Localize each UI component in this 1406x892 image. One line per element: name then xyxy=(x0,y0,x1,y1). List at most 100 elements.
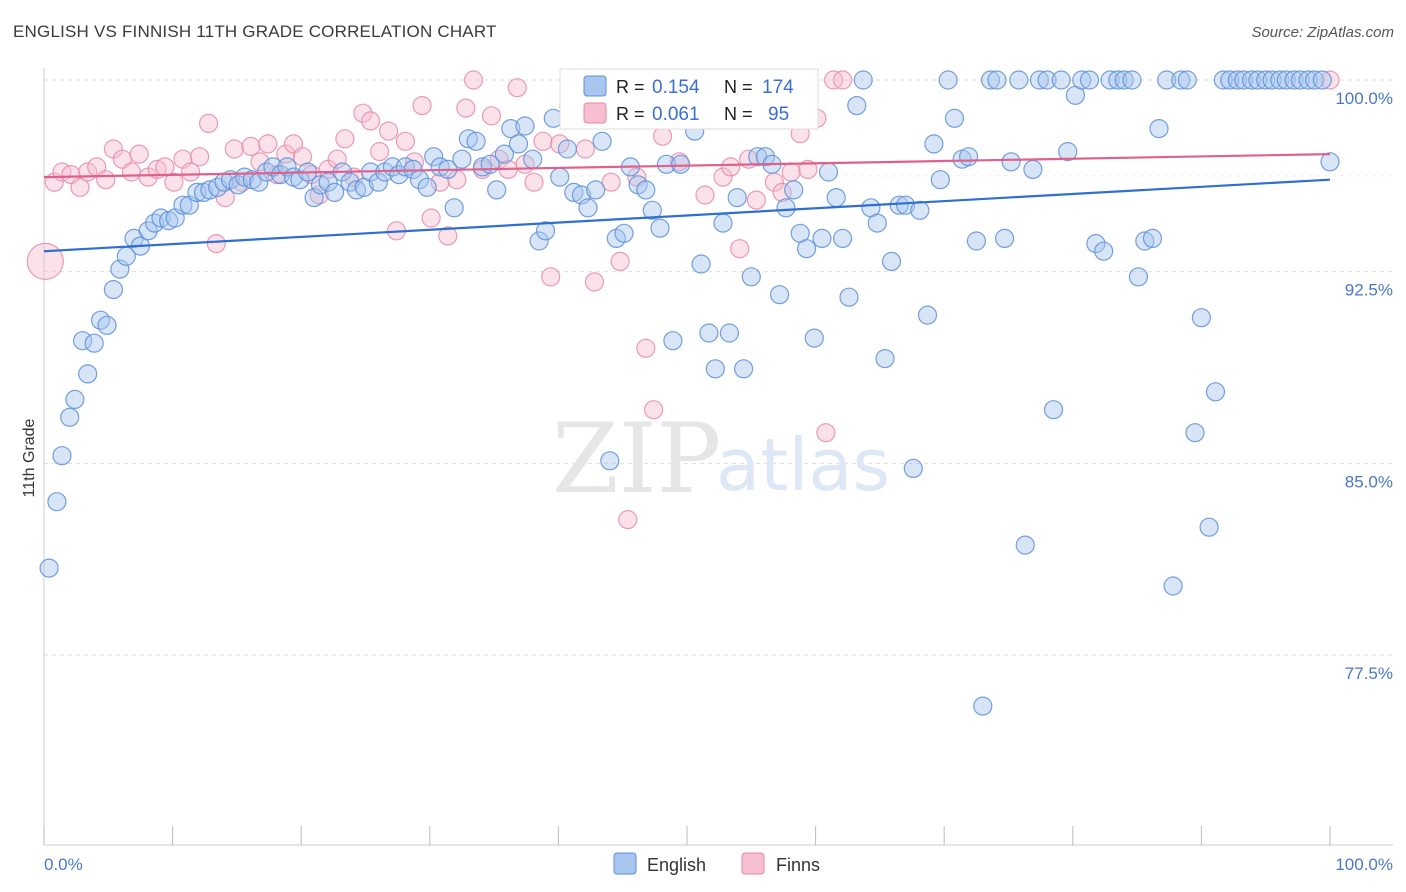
point-finns-70 xyxy=(636,338,656,358)
point-english-126 xyxy=(917,305,938,325)
point-english-6 xyxy=(78,364,98,384)
trend-line-english xyxy=(43,178,1331,253)
point-english-140 xyxy=(1015,535,1035,555)
point-english-89 xyxy=(656,154,677,174)
point-english-125 xyxy=(910,200,930,220)
point-english-105 xyxy=(769,285,790,305)
point-english-135 xyxy=(980,70,1001,90)
point-english-41 xyxy=(318,172,338,192)
point-english-97 xyxy=(713,213,733,233)
point-english-0 xyxy=(39,558,59,578)
point-english-121 xyxy=(881,251,902,271)
point-english-80 xyxy=(592,131,612,151)
chart-source: Source: ZipAtlas.com xyxy=(1251,24,1394,41)
point-english-116 xyxy=(847,95,867,116)
point-finns-45 xyxy=(421,208,441,228)
legend-swatch-finns xyxy=(583,102,607,124)
y-tick-label-1: 92.5% xyxy=(1345,281,1393,300)
point-english-90 xyxy=(663,331,683,351)
point-english-94 xyxy=(691,254,711,274)
point-english-59 xyxy=(444,198,464,218)
point-english-9 xyxy=(97,315,117,335)
point-finns-49 xyxy=(456,98,476,118)
point-english-132 xyxy=(958,147,979,167)
point-english-113 xyxy=(826,188,846,208)
point-english-8 xyxy=(90,310,111,330)
legend-r-value-english: 0.154 xyxy=(652,77,700,98)
point-english-68 xyxy=(508,134,529,154)
point-english-170 xyxy=(1227,70,1248,90)
point-english-91 xyxy=(670,154,691,174)
point-english-83 xyxy=(614,223,634,243)
point-finns-83 xyxy=(746,190,767,210)
legend-r-value-finns: 0.061 xyxy=(652,104,700,125)
point-english-152 xyxy=(1100,70,1120,90)
point-english-87 xyxy=(642,200,662,220)
point-finns-19 xyxy=(199,113,219,134)
point-finns-17 xyxy=(181,162,201,182)
point-english-139 xyxy=(1009,70,1029,90)
point-finns-81 xyxy=(730,239,750,259)
point-finns-4 xyxy=(70,177,90,197)
point-english-130 xyxy=(944,108,965,128)
point-finns-11 xyxy=(129,144,149,164)
point-english-98 xyxy=(719,323,740,343)
legend-stats: R = 0.154 N = 174 R = 0.061 N = 95 xyxy=(559,68,819,130)
point-english-153 xyxy=(1108,70,1128,90)
y-tick-label-0: 100.0% xyxy=(1335,89,1393,108)
point-english-172 xyxy=(1241,70,1262,90)
point-finns-72 xyxy=(652,126,673,146)
legend-bottom-swatch-finns xyxy=(741,852,765,875)
point-english-159 xyxy=(1149,119,1169,139)
point-finns-91 xyxy=(816,423,836,443)
point-english-111 xyxy=(812,228,832,248)
point-finns-34 xyxy=(327,149,347,169)
point-finns-57 xyxy=(524,172,544,192)
point-finns-47 xyxy=(438,226,458,246)
point-english-149 xyxy=(1079,70,1100,90)
point-finns-67 xyxy=(610,251,630,271)
point-english-171 xyxy=(1234,70,1254,90)
point-english-75 xyxy=(557,139,578,159)
point-english-136 xyxy=(987,70,1007,90)
point-english-5 xyxy=(72,331,93,351)
legend-n-label-english: N = xyxy=(724,77,753,97)
point-finns-80 xyxy=(721,157,741,177)
point-english-69 xyxy=(515,116,535,136)
point-english-42 xyxy=(325,182,345,202)
trend-lines xyxy=(43,153,1331,253)
watermark-atlas: atlas xyxy=(716,423,890,507)
point-finns-37 xyxy=(353,103,373,123)
legend-swatch-english xyxy=(583,75,607,97)
x-tick-label-0: 0.0% xyxy=(44,855,83,874)
point-english-56 xyxy=(424,147,444,167)
point-english-45 xyxy=(346,180,367,200)
point-english-157 xyxy=(1135,231,1155,251)
point-finns-24 xyxy=(241,136,261,156)
point-english-128 xyxy=(930,170,950,190)
point-english-176 xyxy=(1270,70,1290,90)
point-english-141 xyxy=(1023,159,1043,179)
point-english-1 xyxy=(47,492,67,512)
point-english-158 xyxy=(1142,228,1163,248)
point-english-109 xyxy=(796,239,817,259)
legend-bottom-label-finns: Finns xyxy=(776,855,820,875)
point-english-124 xyxy=(903,458,923,478)
point-english-129 xyxy=(938,70,958,90)
point-finns-55 xyxy=(507,78,527,98)
point-english-173 xyxy=(1248,70,1268,90)
point-finns-10 xyxy=(121,162,141,182)
point-finns-39 xyxy=(370,142,390,162)
legend-r-label-english: R = xyxy=(616,77,645,97)
legend-bottom-label-english: English xyxy=(647,855,706,875)
point-english-168 xyxy=(1213,70,1233,90)
point-english-161 xyxy=(1163,576,1183,596)
point-english-99 xyxy=(727,188,747,208)
point-english-133 xyxy=(966,231,987,251)
point-english-134 xyxy=(973,696,993,716)
point-finns-42 xyxy=(395,131,415,151)
point-finns-50 xyxy=(463,70,484,90)
point-english-175 xyxy=(1262,70,1282,90)
point-finns-71 xyxy=(643,400,664,420)
point-finns-18 xyxy=(190,147,210,167)
